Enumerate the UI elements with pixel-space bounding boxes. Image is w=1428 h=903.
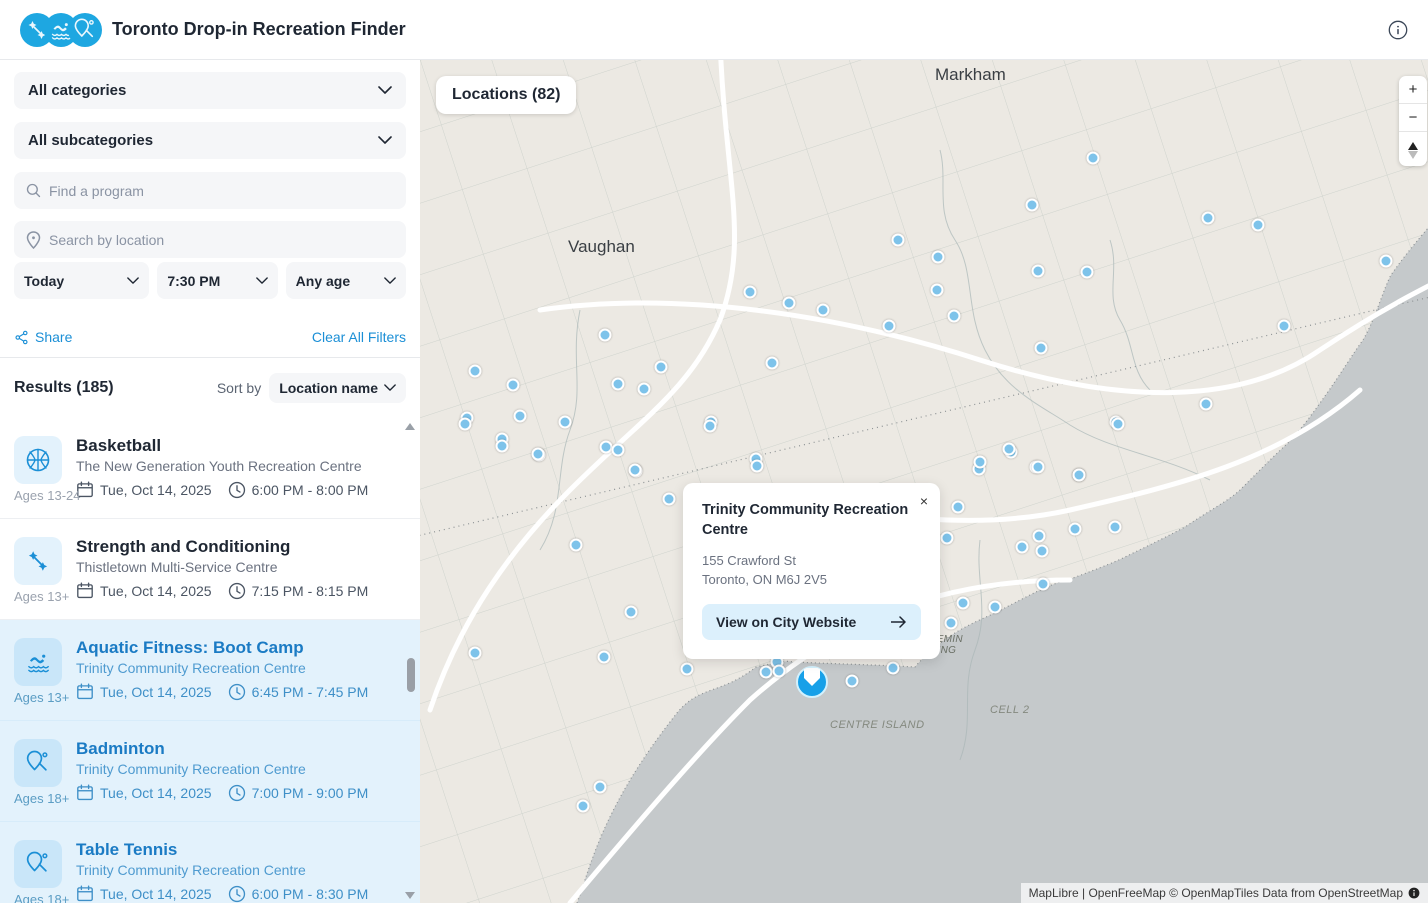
svg-text:Vaughan: Vaughan <box>568 237 635 256</box>
svg-text:CENTRE ISLAND: CENTRE ISLAND <box>830 719 925 731</box>
svg-text:Markham: Markham <box>935 65 1006 84</box>
svg-text:CELL 2: CELL 2 <box>990 704 1030 716</box>
